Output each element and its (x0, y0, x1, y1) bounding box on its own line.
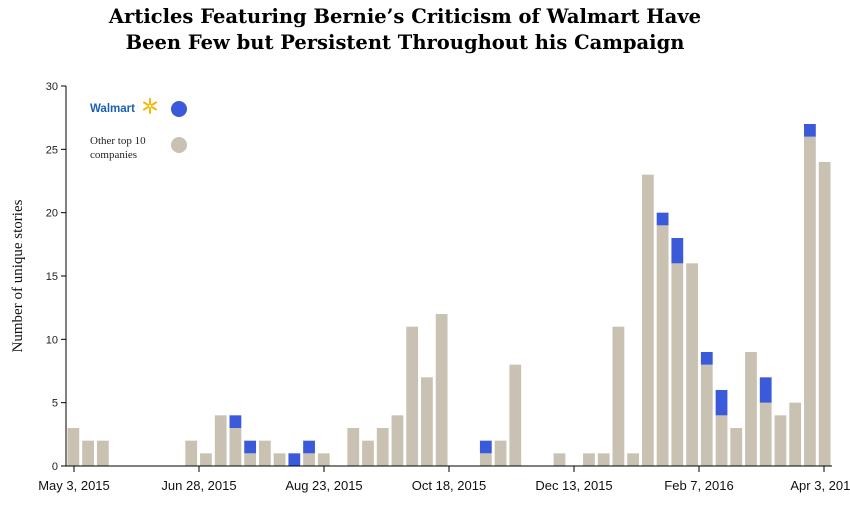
spark-petal-1 (150, 101, 158, 106)
other-legend-swatch (171, 137, 187, 153)
bar-walmart-41 (671, 238, 684, 264)
bar-other-47 (759, 402, 772, 466)
bar-other-46 (745, 352, 757, 466)
bar-other-1 (82, 440, 94, 466)
x-tick-label-1: Jun 28, 2015 (161, 478, 236, 493)
y-tick-label-0: 0 (52, 461, 58, 473)
walmart-spark-icon (142, 98, 158, 114)
legend: Walmart Other top 10 companies (90, 98, 187, 161)
spark-petal-4 (142, 106, 150, 111)
bar-other-40 (656, 225, 669, 466)
bar-walmart-11 (229, 415, 242, 428)
other-legend-label-line-2: companies (90, 149, 137, 161)
bar-other-48 (774, 415, 787, 466)
bar-other-45 (730, 428, 743, 466)
x-tick-label-3: Oct 18, 2015 (412, 478, 486, 493)
bar-other-0 (67, 428, 80, 466)
bar-other-20 (362, 440, 374, 466)
walmart-logo: Walmart (90, 98, 158, 115)
bar-other-28 (479, 453, 492, 466)
bar-other-2 (96, 440, 109, 466)
bars-layer (67, 124, 831, 466)
bar-walmart-28 (479, 440, 492, 454)
bar-other-44 (715, 415, 728, 466)
axes-layer: 0 5 10 15 20 25 30 May 3, 2015 Jun 28, 2015 Aug 2… (38, 81, 850, 493)
bar-other-21 (376, 428, 389, 466)
chart-title-line-1: Articles Featuring Bernie’s Criticism of… (108, 5, 702, 28)
spark-petal-2 (150, 106, 158, 111)
other-legend-label-line-1: Other top 10 (90, 135, 146, 147)
bar-other-23 (406, 326, 419, 466)
y-tick-label-5: 25 (46, 144, 58, 156)
bar-walmart-12 (244, 440, 257, 454)
y-tick-label-6: 30 (46, 81, 58, 93)
bar-other-35 (583, 453, 595, 466)
bar-other-19 (347, 428, 360, 466)
bar-other-25 (435, 314, 448, 466)
bar-walmart-40 (656, 212, 669, 226)
bar-other-33 (553, 453, 566, 466)
bar-other-14 (273, 453, 286, 466)
bar-other-8 (185, 440, 198, 466)
bar-other-12 (244, 453, 257, 466)
bar-other-49 (789, 402, 802, 466)
bar-other-11 (229, 428, 242, 466)
y-axis-title: Number of unique stories (10, 199, 26, 352)
spark-petal-5 (142, 101, 150, 106)
bar-walmart-15 (288, 453, 301, 466)
bar-other-37 (612, 326, 625, 466)
bar-other-30 (509, 364, 522, 466)
bar-walmart-43 (700, 352, 713, 365)
x-tick-label-0: May 3, 2015 (38, 478, 110, 493)
bar-walmart-47 (759, 377, 772, 403)
bar-other-50 (804, 136, 816, 466)
bar-walmart-44 (715, 390, 728, 416)
bar-other-9 (200, 453, 212, 466)
bar-other-22 (391, 415, 404, 466)
bar-other-39 (641, 174, 654, 466)
bar-other-10 (214, 415, 227, 466)
walmart-legend-swatch (171, 101, 187, 117)
y-tick-label-1: 5 (52, 398, 58, 410)
chart-title: Articles Featuring Bernie’s Criticism of… (0, 4, 810, 56)
x-tick-label-4: Dec 13, 2015 (535, 478, 612, 493)
bar-other-13 (258, 440, 271, 466)
bar-other-24 (421, 377, 433, 466)
y-tick-label-4: 20 (46, 208, 58, 220)
bar-other-36 (597, 453, 610, 466)
chart-title-line-2: Been Few but Persistent Throughout his C… (125, 31, 685, 54)
y-tick-label-3: 15 (46, 271, 58, 283)
x-tick-label-6: Apr 3, 2016 (790, 478, 850, 493)
bar-walmart-16 (303, 440, 315, 454)
x-tick-label-2: Aug 23, 2015 (285, 478, 362, 493)
x-tick-label-5: Feb 7, 2016 (664, 478, 733, 493)
walmart-logo-text: Walmart (90, 103, 135, 115)
bar-other-16 (303, 453, 315, 466)
bar-other-42 (686, 263, 698, 466)
bar-other-17 (317, 453, 330, 466)
bar-other-43 (700, 364, 713, 466)
bar-walmart-50 (804, 124, 816, 137)
bar-other-51 (818, 162, 831, 466)
y-tick-label-2: 10 (46, 334, 58, 346)
bar-other-41 (671, 263, 684, 466)
bar-other-38 (627, 453, 640, 466)
bar-other-29 (494, 440, 507, 466)
